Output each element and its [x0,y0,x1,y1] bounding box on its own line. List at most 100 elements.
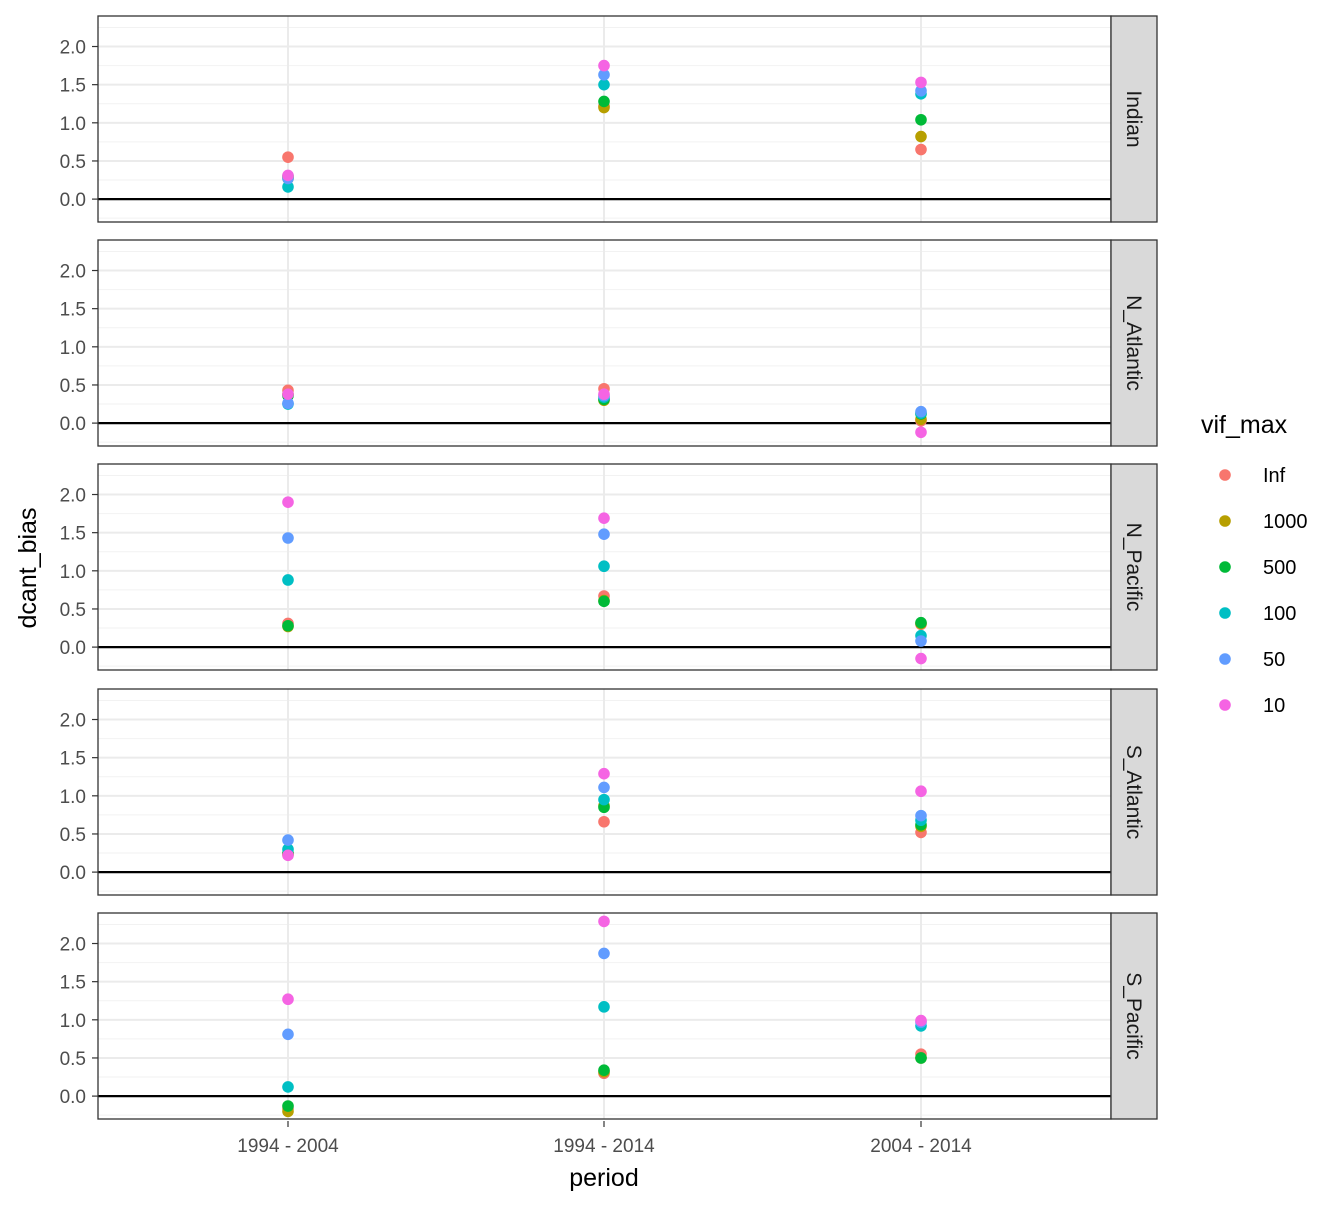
legend-key-50 [1219,653,1231,665]
facet-strip-label: S_Pacific [1122,972,1145,1060]
legend-label-500: 500 [1263,557,1296,579]
y-tick-label: 0.0 [60,638,86,659]
data-point-indian-500-2 [598,95,610,108]
y-tick-label: 0.5 [60,600,86,621]
data-point-n-pacific-500-1 [282,619,294,632]
data-point-n-pacific-50-1 [282,532,294,544]
y-tick-label: 0.0 [60,414,86,435]
facet-panels: 0.0 0.5 1.0 1.5 2.0 Indian 0.0 0.5 1.0 1.5 2.0 N_At… [60,15,1158,1120]
y-tick-label: 2.0 [60,711,86,732]
y-tick-label: 0.0 [60,1087,86,1108]
data-point-s-pacific-10-1 [282,993,294,1006]
data-point-n-pacific-500-2 [598,595,610,608]
data-point-n-atlantic-50-3 [915,405,927,418]
data-point-indian-inf-3 [915,143,927,156]
y-tick-label: 1.5 [60,524,86,545]
data-point-s-atlantic-50-2 [598,781,610,794]
facet-panel-n-atlantic: 0.0 0.5 1.0 1.5 2.0 N_Atlantic [60,239,1158,447]
legend-label-50: 50 [1263,649,1285,671]
data-point-s-atlantic-inf-2 [598,815,610,828]
y-tick-label: 0.0 [60,190,86,211]
data-point-indian-inf-1 [282,151,294,163]
data-point-indian-500-3 [915,113,927,126]
y-tick-label: 1.5 [60,76,86,97]
data-point-s-pacific-100-2 [598,1001,610,1013]
y-tick-label: 2.0 [60,486,86,507]
legend-label-10: 10 [1263,695,1285,717]
data-point-s-pacific-10-2 [598,915,610,928]
y-tick-label: 1.5 [60,973,86,994]
x-tick-label: 2004 - 2014 [870,1136,972,1157]
x-tick-label: 1994 - 2004 [237,1136,339,1157]
data-point-s-atlantic-50-3 [915,809,927,822]
data-point-indian-10-3 [915,76,927,89]
y-tick-label: 0.5 [60,1049,86,1070]
legend-label-inf: Inf [1263,465,1286,487]
data-point-n-pacific-500-3 [915,616,927,629]
data-point-n-atlantic-50-1 [282,397,294,410]
data-point-n-atlantic-10-2 [598,388,610,400]
facet-strip [1110,463,1158,671]
facet-panel-indian: 0.0 0.5 1.0 1.5 2.0 Indian [60,15,1158,223]
data-point-s-atlantic-10-1 [282,849,294,862]
facet-strip-label: N_Pacific [1122,523,1145,612]
legend-title: vif_max [1201,411,1288,439]
y-tick-label: 0.5 [60,376,86,397]
legend-key-100 [1219,607,1231,619]
data-point-s-pacific-500-2 [598,1064,610,1076]
y-tick-label: 0.0 [60,863,86,884]
data-point-indian-10-2 [598,59,610,72]
data-point-indian-10-1 [282,169,294,182]
data-point-n-pacific-10-1 [282,496,294,508]
y-tick-label: 0.5 [60,152,86,173]
legend-key-500 [1219,561,1231,573]
legend-label-100: 100 [1263,603,1296,625]
data-point-s-pacific-500-3 [915,1052,927,1064]
data-point-indian-100-2 [598,78,610,91]
data-point-s-atlantic-10-3 [915,785,927,798]
y-tick-label: 2.0 [60,262,86,283]
y-tick-label: 1.0 [60,562,86,583]
legend-key-10 [1219,699,1231,711]
facet-strip-label: N_Atlantic [1122,295,1145,391]
y-tick-label: 1.0 [60,114,86,135]
facet-strip-label: S_Atlantic [1122,745,1145,840]
y-tick-label: 1.5 [60,300,86,321]
data-point-s-pacific-10-3 [915,1014,927,1027]
data-point-s-pacific-50-1 [282,1028,294,1041]
y-axis-title: dcant_bias [14,508,42,629]
facet-panel-n-pacific: 0.0 0.5 1.0 1.5 2.0 N_Pacific [60,463,1158,671]
y-tick-label: 1.0 [60,1011,86,1032]
data-point-indian-1000-3 [915,130,927,143]
y-tick-label: 1.0 [60,787,86,808]
legend: vif_max Inf 1000 500 100 50 10 [1201,411,1308,717]
facet-panel-s-atlantic: 0.0 0.5 1.0 1.5 2.0 S_Atlantic [60,688,1158,896]
data-point-s-atlantic-50-1 [282,834,294,846]
data-point-s-pacific-500-1 [282,1100,294,1112]
data-point-s-pacific-100-1 [282,1081,294,1093]
data-point-indian-50-2 [598,68,610,81]
facet-strip [1110,912,1158,1120]
x-axis: 1994 - 2004 1994 - 2014 2004 - 2014 [237,1121,972,1157]
x-axis-title: period [569,1164,639,1192]
data-point-indian-100-1 [282,181,294,193]
data-point-indian-50-3 [915,84,927,97]
y-tick-label: 1.0 [60,338,86,359]
data-point-n-atlantic-10-1 [282,388,294,400]
y-tick-label: 2.0 [60,38,86,59]
facet-strip [1110,688,1158,896]
y-tick-label: 2.0 [60,935,86,956]
facet-strip [1110,15,1158,223]
x-tick-label: 1994 - 2014 [553,1136,655,1157]
data-point-n-pacific-100-2 [598,560,610,573]
facet-panel-s-pacific: 0.0 0.5 1.0 1.5 2.0 S_Pacific [60,912,1158,1120]
data-point-n-pacific-100-1 [282,574,294,586]
legend-key-inf [1219,469,1231,481]
data-point-n-pacific-50-2 [598,528,610,540]
data-point-n-pacific-50-3 [915,635,927,647]
legend-label-1000: 1000 [1263,511,1308,533]
facet-strip [1110,239,1158,447]
data-point-n-pacific-10-2 [598,512,610,524]
data-point-s-pacific-50-2 [598,947,610,960]
